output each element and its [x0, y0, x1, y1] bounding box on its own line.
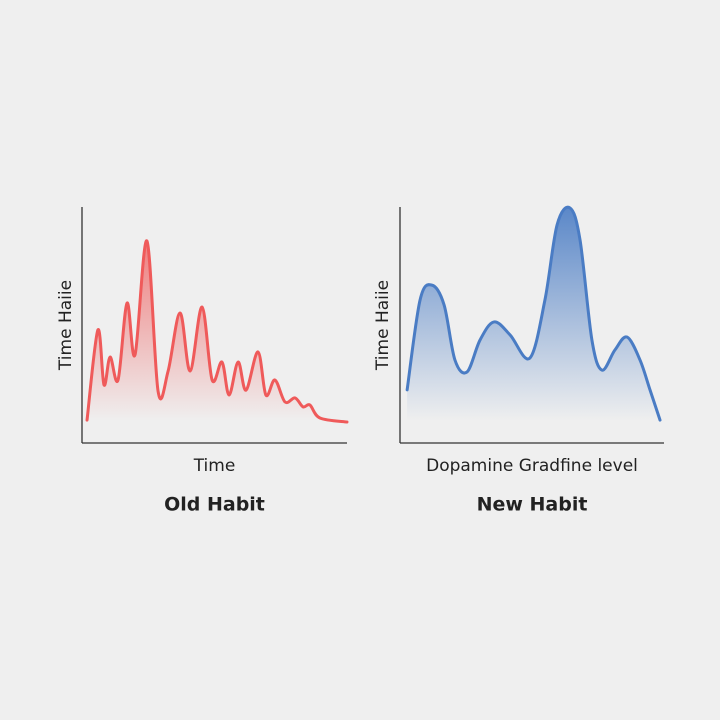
chart-title: Old Habit	[164, 494, 265, 516]
line	[85, 239, 349, 424]
line	[405, 205, 662, 422]
x-axis-label: Time	[193, 456, 236, 476]
area	[87, 240, 347, 422]
y-axis-label: Time Haiie	[373, 280, 393, 371]
x-axis-label: Dopamine Gradfine level	[426, 456, 638, 476]
chart-title: New Habit	[477, 494, 588, 516]
y-axis-label: Time Haiie	[56, 280, 76, 371]
